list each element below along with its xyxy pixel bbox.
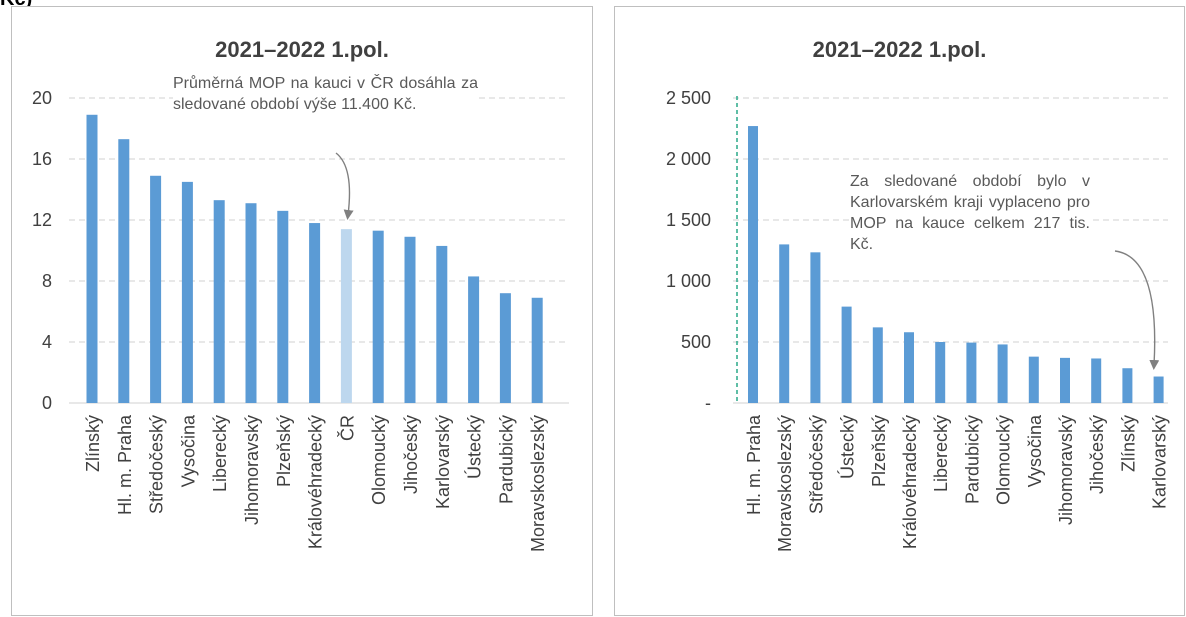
x-tick-label: Jihočeský (401, 415, 421, 494)
x-tick-label: Moravskoslezský (528, 415, 548, 552)
bar (181, 181, 193, 403)
y-tick-label: 1 500 (666, 210, 711, 230)
x-tick-label: Zlínský (83, 415, 103, 472)
fragment-heading: Kč) (0, 0, 32, 11)
y-tick-label: 16 (32, 149, 52, 169)
bar (841, 306, 852, 403)
chart-title-left: 2021–2022 1.pol. (215, 37, 389, 62)
bar (904, 332, 914, 403)
annotation-left: Průměrná MOP na kauci v ČR dosáhla za sl… (173, 73, 478, 115)
bar (245, 203, 257, 403)
bar (1060, 357, 1070, 403)
bar (872, 327, 883, 403)
bar (531, 297, 543, 403)
chart-title-right: 2021–2022 1.pol. (812, 37, 987, 62)
y-tick-label: 1 000 (666, 271, 711, 291)
annotation-right: Za sledované období bylo v Karlovarském … (850, 171, 1090, 255)
annotation-arrow (335, 152, 354, 220)
bar (118, 139, 130, 404)
y-tick-label: 2 000 (666, 149, 711, 169)
x-tick-label: Hl. m. Praha (744, 414, 764, 515)
bar (1153, 376, 1164, 403)
bar (404, 236, 416, 403)
annotation-arrow (1114, 250, 1160, 370)
y-tick-label: 0 (42, 393, 52, 413)
bar (372, 230, 384, 403)
bar (1028, 356, 1039, 403)
x-tick-label: Středočeský (806, 415, 826, 514)
bar-highlight (340, 229, 352, 403)
x-tick-label: Liberecký (931, 415, 951, 492)
bar (935, 342, 946, 403)
x-tick-label: Olomoucký (994, 415, 1014, 505)
y-tick-label: 12 (32, 210, 52, 230)
x-tick-label: Ústecký (837, 415, 858, 479)
chart-panel-left: 0 4 8 12 16 20 Zlínský Hl. m. Praha Středočeský V… (11, 6, 593, 616)
x-tick-label: Moravskoslezský (775, 415, 795, 552)
x-tick-label: Středočeský (147, 415, 167, 514)
bar (1122, 368, 1133, 403)
bar (1091, 358, 1102, 403)
bar (86, 114, 98, 404)
bar (436, 245, 448, 403)
x-tick-label: Pardubický (496, 415, 516, 504)
x-tick-label: Hl. m. Praha (115, 414, 135, 515)
x-tick-label: Karlovarský (433, 415, 453, 509)
x-tick-label: Královéhradecký (900, 415, 920, 549)
x-tick-label: Královéhradecký (306, 415, 326, 549)
x-tick-label: Ústecký (464, 415, 485, 479)
y-tick-label: 500 (681, 332, 711, 352)
x-tick-label: Plzeňský (869, 415, 889, 487)
x-tick-label: Vysočina (1025, 414, 1045, 487)
x-tick-label: Vysočina (178, 414, 198, 487)
y-tick-label: 4 (42, 332, 52, 352)
bar (499, 293, 511, 403)
bar (997, 344, 1008, 403)
bar (748, 126, 758, 403)
x-tick-label: Pardubický (962, 415, 982, 504)
x-tick-label: Karlovarský (1150, 415, 1170, 509)
bar (810, 252, 821, 403)
x-tick-label: Liberecký (210, 415, 230, 492)
bar (468, 276, 480, 403)
x-tick-label: Jihomoravský (1056, 415, 1076, 525)
bar (150, 175, 162, 403)
x-tick-label: Jihomoravský (242, 415, 262, 525)
y-tick-label: 8 (42, 271, 52, 291)
x-tick-label: Zlínský (1118, 415, 1138, 472)
chart-panel-right: - 500 1 000 1 500 2 000 2 500 Hl. m. Praha Mora… (614, 6, 1185, 616)
bar-chart-left: 0 4 8 12 16 20 Zlínský Hl. m. Praha Středočeský V… (32, 88, 569, 552)
y-tick-label: 2 500 (666, 88, 711, 108)
bar (966, 342, 977, 403)
bar (309, 223, 321, 403)
bar (277, 210, 289, 403)
y-tick-label: - (705, 393, 711, 413)
x-tick-label: Plzeňský (274, 415, 294, 487)
y-tick-label: 20 (32, 88, 52, 108)
x-tick-label: ČR (336, 415, 357, 441)
bar (213, 200, 225, 403)
bar (779, 244, 790, 403)
bar-chart-right: - 500 1 000 1 500 2 000 2 500 Hl. m. Praha Mora… (666, 88, 1170, 552)
x-tick-label: Jihočeský (1087, 415, 1107, 494)
x-tick-label: Olomoucký (369, 415, 389, 505)
